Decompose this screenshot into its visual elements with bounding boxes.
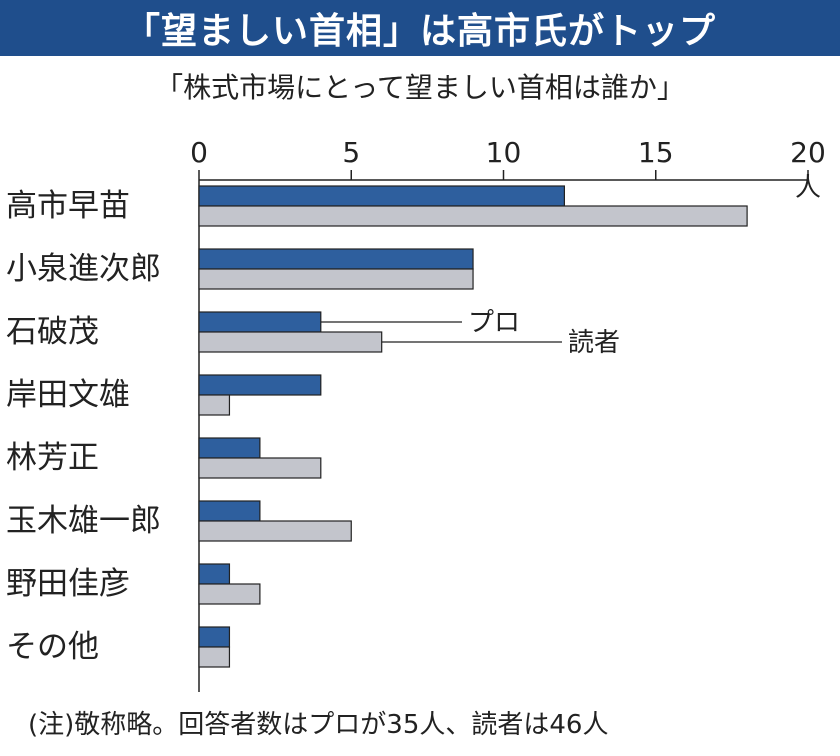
category-label: 小泉進次郎 [6, 251, 161, 287]
x-unit-label: 人 [795, 173, 821, 203]
title-banner: 「望ましい首相」は高市氏がトップ [0, 0, 840, 56]
category-label: 岸田文雄 [6, 377, 130, 413]
bar-reader [198, 205, 748, 227]
x-tick-label: 20 [790, 136, 826, 169]
chart-subtitle: 「株式市場にとって望ましい首相は誰か」 [155, 71, 685, 104]
bar-reader [198, 331, 383, 353]
footnote: (注)敬称略。回答者数はプロが35人、読者は46人 [28, 710, 609, 740]
bar-pro [198, 563, 231, 585]
axis-layer: 0 5 10 15 20 人 [190, 136, 826, 692]
bar-reader [198, 457, 322, 479]
bar-pro [198, 248, 474, 270]
bar-pro [198, 311, 322, 333]
bar-pro [198, 185, 565, 207]
x-tick-label: 10 [486, 136, 522, 169]
bar-reader [198, 646, 231, 668]
bar-pro [198, 626, 231, 648]
legend-label: プロ [468, 308, 520, 338]
legend-label: 読者 [568, 328, 620, 358]
category-label: 野田佳彦 [6, 566, 130, 602]
bar-pro [198, 500, 261, 522]
bar-pro [198, 374, 322, 396]
bar-pro [198, 437, 261, 459]
x-tick-label: 15 [638, 136, 674, 169]
category-label: 林芳正 [6, 440, 99, 476]
chart-title: 「望ましい首相」は高市氏がトップ [123, 11, 716, 52]
bar-reader [198, 583, 261, 605]
x-tick-label: 5 [342, 136, 360, 169]
category-label: その他 [6, 629, 99, 665]
bar-chart: 0 5 10 15 20 人 高市早苗小泉進次郎石破茂岸田文雄林芳正玉木雄一郎野田佳彦その… [6, 136, 826, 692]
x-tick-label: 0 [190, 136, 208, 169]
category-label: 玉木雄一郎 [6, 503, 161, 539]
bar-reader [198, 394, 231, 416]
bar-reader [198, 268, 474, 290]
bar-layer [198, 185, 748, 668]
bar-reader [198, 520, 352, 542]
category-label: 石破茂 [6, 314, 99, 350]
category-label: 高市早苗 [6, 188, 130, 224]
